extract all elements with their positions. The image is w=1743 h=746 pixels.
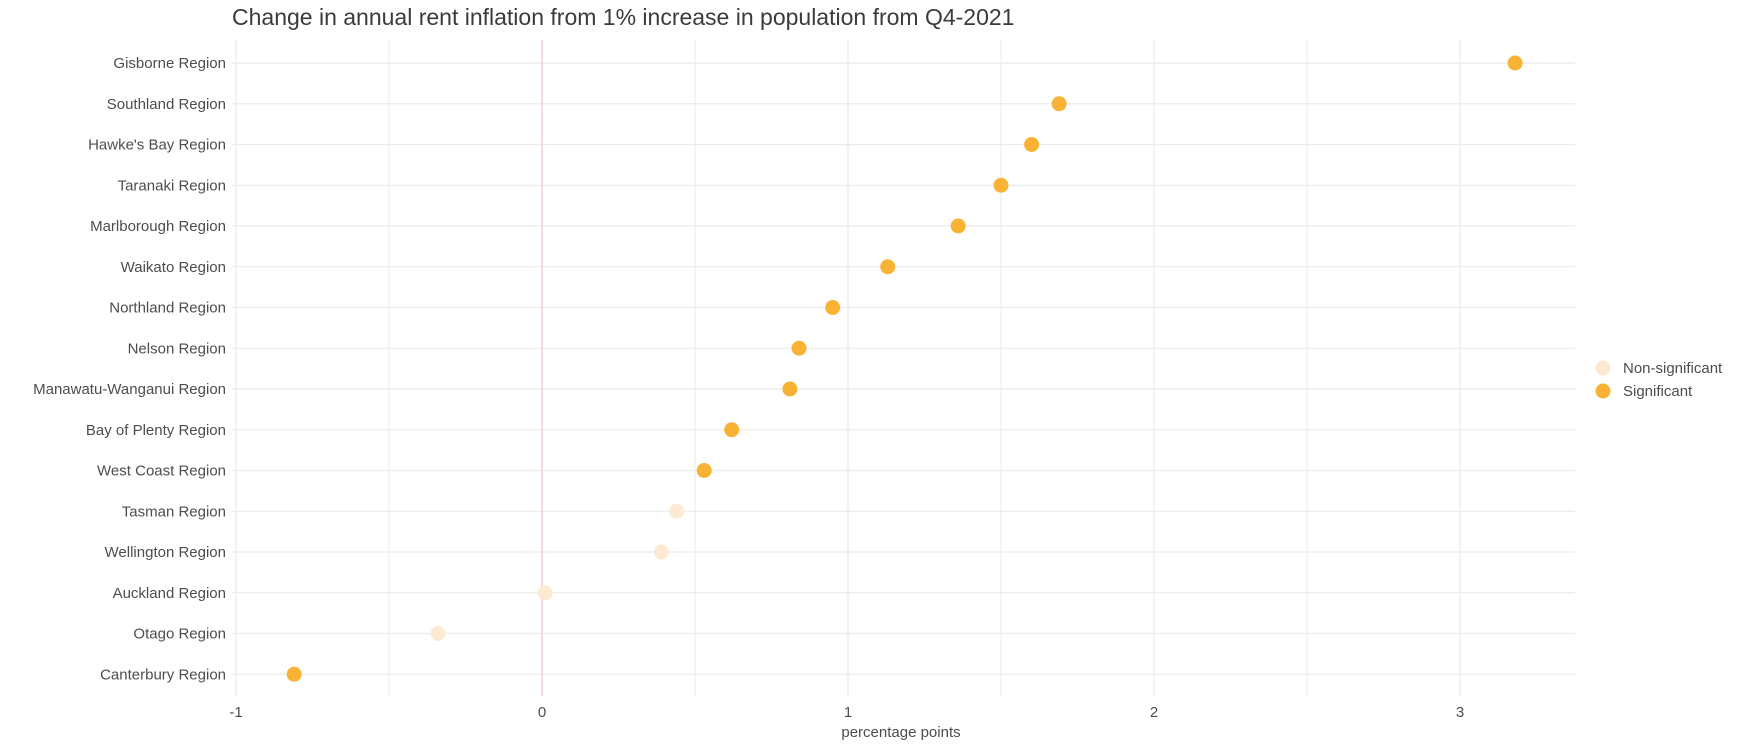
data-point	[950, 218, 966, 234]
data-point	[724, 422, 740, 438]
legend-label: Non-significant	[1623, 360, 1723, 377]
region-label: Hawke's Bay Region	[88, 137, 226, 154]
data-point	[1051, 96, 1067, 112]
x-tick-label: 0	[538, 704, 546, 721]
legend-label: Significant	[1623, 383, 1693, 400]
region-label: Gisborne Region	[113, 55, 226, 72]
x-axis-title: percentage points	[841, 724, 960, 741]
data-point	[430, 626, 446, 641]
region-label: Southland Region	[107, 96, 226, 113]
legend-swatch	[1595, 383, 1611, 399]
x-axis-ticks: -1 0 1 2 3	[229, 704, 1464, 721]
x-tick-label: 1	[844, 704, 852, 721]
data-points	[286, 55, 1523, 682]
x-tick-label: 2	[1150, 704, 1158, 721]
data-point	[1507, 55, 1523, 71]
data-point	[286, 666, 302, 682]
region-label: Auckland Region	[113, 585, 226, 602]
data-point	[993, 177, 1009, 193]
grid-lines	[232, 40, 1575, 696]
x-tick-label: 3	[1456, 704, 1464, 721]
x-tick-label: -1	[229, 704, 242, 721]
region-label: Otago Region	[133, 626, 226, 643]
region-label: Tasman Region	[122, 503, 226, 520]
legend: Non-significant Significant	[1595, 360, 1723, 400]
region-label: Bay of Plenty Region	[86, 422, 226, 439]
data-point	[782, 381, 798, 397]
region-label: Wellington Region	[105, 544, 226, 561]
region-label: Canterbury Region	[100, 666, 226, 683]
region-label: Manawatu-Wanganui Region	[33, 381, 226, 398]
region-label: Nelson Region	[128, 340, 226, 357]
data-point	[696, 463, 712, 478]
region-label: Northland Region	[109, 300, 226, 317]
region-label: Waikato Region	[121, 259, 226, 276]
data-point	[653, 544, 669, 560]
data-point	[669, 503, 685, 519]
region-labels: Gisborne Region Southland Region Hawke's B…	[33, 55, 226, 683]
region-label: West Coast Region	[97, 463, 226, 480]
data-point	[880, 259, 896, 275]
region-label: Marlborough Region	[90, 218, 226, 235]
legend-swatch	[1595, 360, 1611, 376]
data-point	[1024, 137, 1040, 152]
region-label: Taranaki Region	[118, 177, 226, 194]
chart-title: Change in annual rent inflation from 1% …	[232, 4, 1015, 30]
data-point	[537, 585, 553, 601]
data-point	[825, 300, 841, 315]
data-point	[791, 340, 807, 356]
